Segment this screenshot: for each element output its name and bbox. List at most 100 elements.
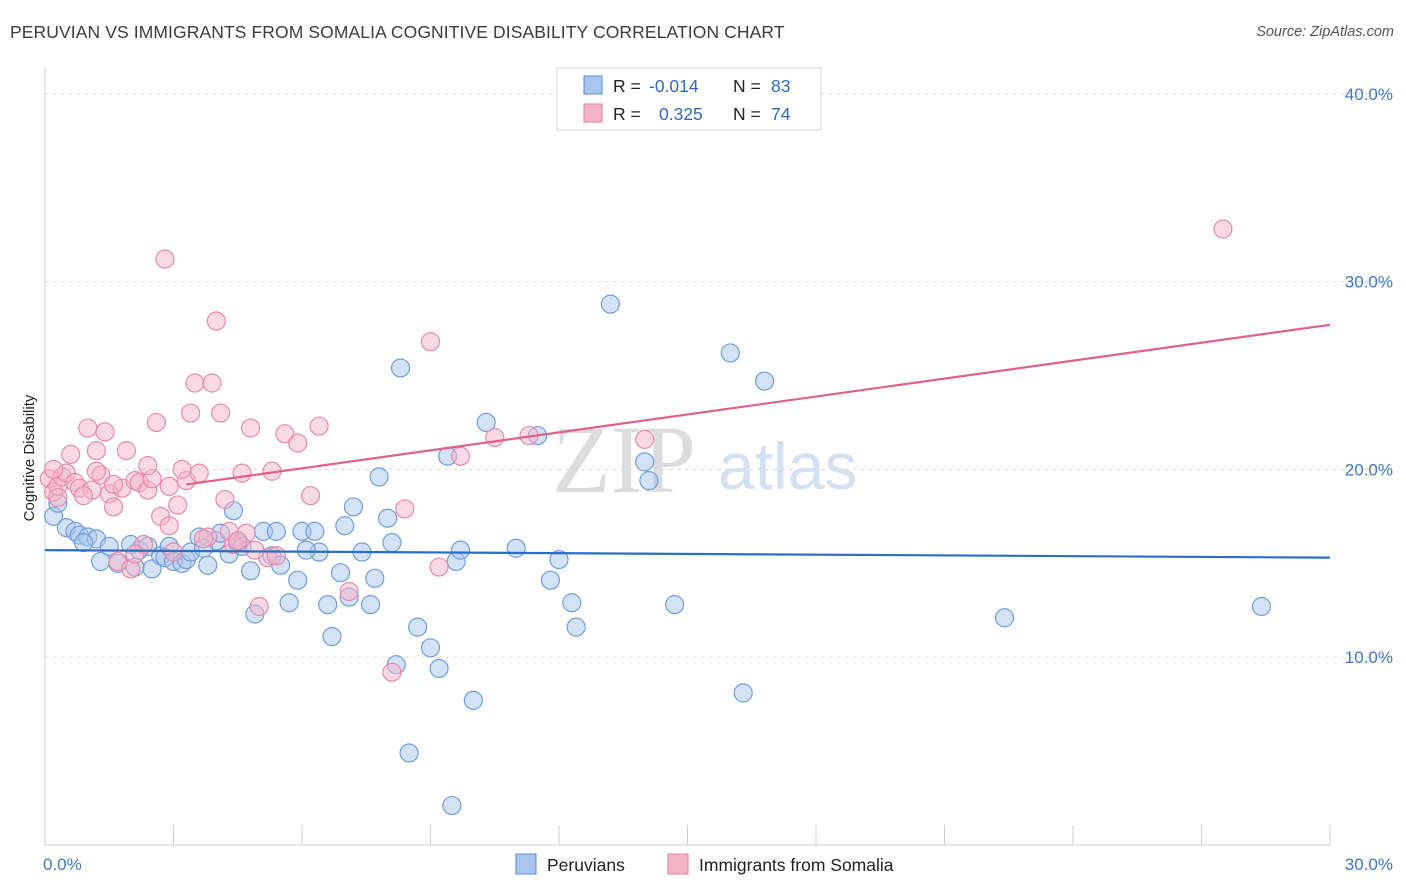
somalia-point-59 <box>48 487 68 508</box>
peruvians-point-65 <box>540 570 561 590</box>
somalia-point-27 <box>159 516 179 536</box>
peruvians-point-40 <box>322 626 342 647</box>
somalia-point-14 <box>103 497 124 517</box>
axes <box>44 68 1331 846</box>
trend-line-peruvians <box>44 549 1331 559</box>
somalia-point-47 <box>288 433 308 453</box>
somalia-point-53 <box>429 557 449 577</box>
peruvians-point-82 <box>296 540 316 560</box>
peruvians-point-34 <box>279 593 299 613</box>
source-label: Source: ZipAtlas.com <box>1256 24 1394 40</box>
peruvians-point-63 <box>506 538 526 558</box>
y-tick-label-0: 10.0% <box>1345 648 1393 667</box>
peruvians-point-52 <box>390 358 411 378</box>
somalia-point-26 <box>155 249 175 269</box>
peruvians-point-70 <box>635 452 655 472</box>
somalia-point-66 <box>245 540 265 560</box>
somalia-point-68 <box>300 486 321 506</box>
bottom-legend-swatch-somalia <box>667 853 689 875</box>
somalia-point-45 <box>266 546 286 566</box>
legend-r-label-1: R = <box>613 76 641 96</box>
somalia-point-43 <box>249 596 269 617</box>
somalia-point-33 <box>189 463 209 483</box>
peruvians-point-42 <box>335 516 355 536</box>
x-tick-label-1: 30.0% <box>1345 855 1393 874</box>
peruvians-point-71 <box>639 471 659 491</box>
somalia-point-36 <box>206 311 226 331</box>
somalia-point-71 <box>138 456 158 476</box>
peruvians-point-68 <box>566 617 586 637</box>
peruvians-point-72 <box>665 595 685 615</box>
peruvians-point-67 <box>562 593 582 613</box>
series-somalia-points <box>39 219 1233 682</box>
somalia-point-48 <box>309 416 329 436</box>
legend-swatch-somalia <box>583 103 603 123</box>
somalia-point-12 <box>95 422 115 442</box>
somalia-point-61 <box>103 474 124 495</box>
somalia-point-10 <box>86 441 107 461</box>
peruvians-point-76 <box>994 608 1015 628</box>
somalia-point-70 <box>86 461 107 481</box>
peruvians-point-77 <box>1251 596 1272 617</box>
somalia-point-51 <box>395 499 415 519</box>
peruvians-point-50 <box>382 533 402 553</box>
peruvians-point-62 <box>476 412 496 433</box>
somalia-point-69 <box>43 459 64 479</box>
peruvians-point-35 <box>288 570 308 590</box>
watermark-zip: ZIP <box>552 406 696 513</box>
peruvians-point-37 <box>305 521 325 541</box>
peruvians-point-69 <box>600 294 621 314</box>
somalia-point-31 <box>181 403 201 423</box>
peruvians-point-75 <box>754 371 775 391</box>
bottom-legend: Peruvians Immigrants from Somalia <box>515 853 894 875</box>
somalia-point-8 <box>78 418 98 438</box>
y-tick-label-2: 30.0% <box>1345 273 1393 292</box>
peruvians-point-46 <box>360 595 381 615</box>
peruvians-point-41 <box>330 563 351 583</box>
peruvians-point-61 <box>463 690 483 710</box>
bottom-legend-label-peruvians: Peruvians <box>547 855 625 875</box>
somalia-point-24 <box>146 412 166 433</box>
somalia-point-58 <box>1213 219 1233 239</box>
somalia-point-17 <box>116 441 136 461</box>
y-tick-label-1: 20.0% <box>1345 460 1393 479</box>
peruvians-point-73 <box>720 343 740 363</box>
legend-swatch-peruvians <box>583 75 603 95</box>
bottom-legend-swatch-peruvians <box>515 853 537 875</box>
peruvians-point-58 <box>442 795 462 816</box>
somalia-point-72 <box>172 459 192 479</box>
chart-title: PERUVIAN VS IMMIGRANTS FROM SOMALIA COGN… <box>10 22 785 42</box>
somalia-point-73 <box>228 531 248 551</box>
somalia-point-49 <box>339 581 359 602</box>
somalia-point-35 <box>202 373 222 393</box>
somalia-point-55 <box>485 427 505 448</box>
trend-lines <box>44 323 1331 559</box>
peruvians-point-22 <box>198 555 218 575</box>
peruvians-point-47 <box>365 568 385 588</box>
somalia-point-32 <box>185 373 205 393</box>
legend-n-label-1: N = <box>733 76 761 96</box>
somalia-point-46 <box>275 424 295 444</box>
peruvians-point-49 <box>378 508 398 528</box>
bottom-legend-label-somalia: Immigrants from Somalia <box>699 855 894 875</box>
somalia-point-40 <box>232 463 252 483</box>
peruvians-point-32 <box>266 521 286 541</box>
y-tick-label-3: 40.0% <box>1345 85 1393 104</box>
somalia-point-37 <box>211 403 231 423</box>
series-peruvians-points <box>43 294 1272 816</box>
somalia-point-50 <box>382 662 402 682</box>
somalia-point-52 <box>420 332 441 352</box>
somalia-point-60 <box>73 486 94 506</box>
peruvians-point-54 <box>408 617 428 637</box>
peruvians-point-48 <box>369 467 389 487</box>
legend-r-value-1: -0.014 <box>649 76 699 96</box>
peruvians-point-66 <box>549 549 569 570</box>
peruvians-point-60 <box>450 540 471 560</box>
peruvians-point-74 <box>733 683 753 703</box>
somalia-point-54 <box>450 446 471 466</box>
legend: R = -0.014 N = 83 R = 0.325 N = 74 <box>556 67 822 131</box>
somalia-point-42 <box>241 418 261 438</box>
peruvians-point-53 <box>399 743 419 763</box>
somalia-point-57 <box>635 429 655 449</box>
